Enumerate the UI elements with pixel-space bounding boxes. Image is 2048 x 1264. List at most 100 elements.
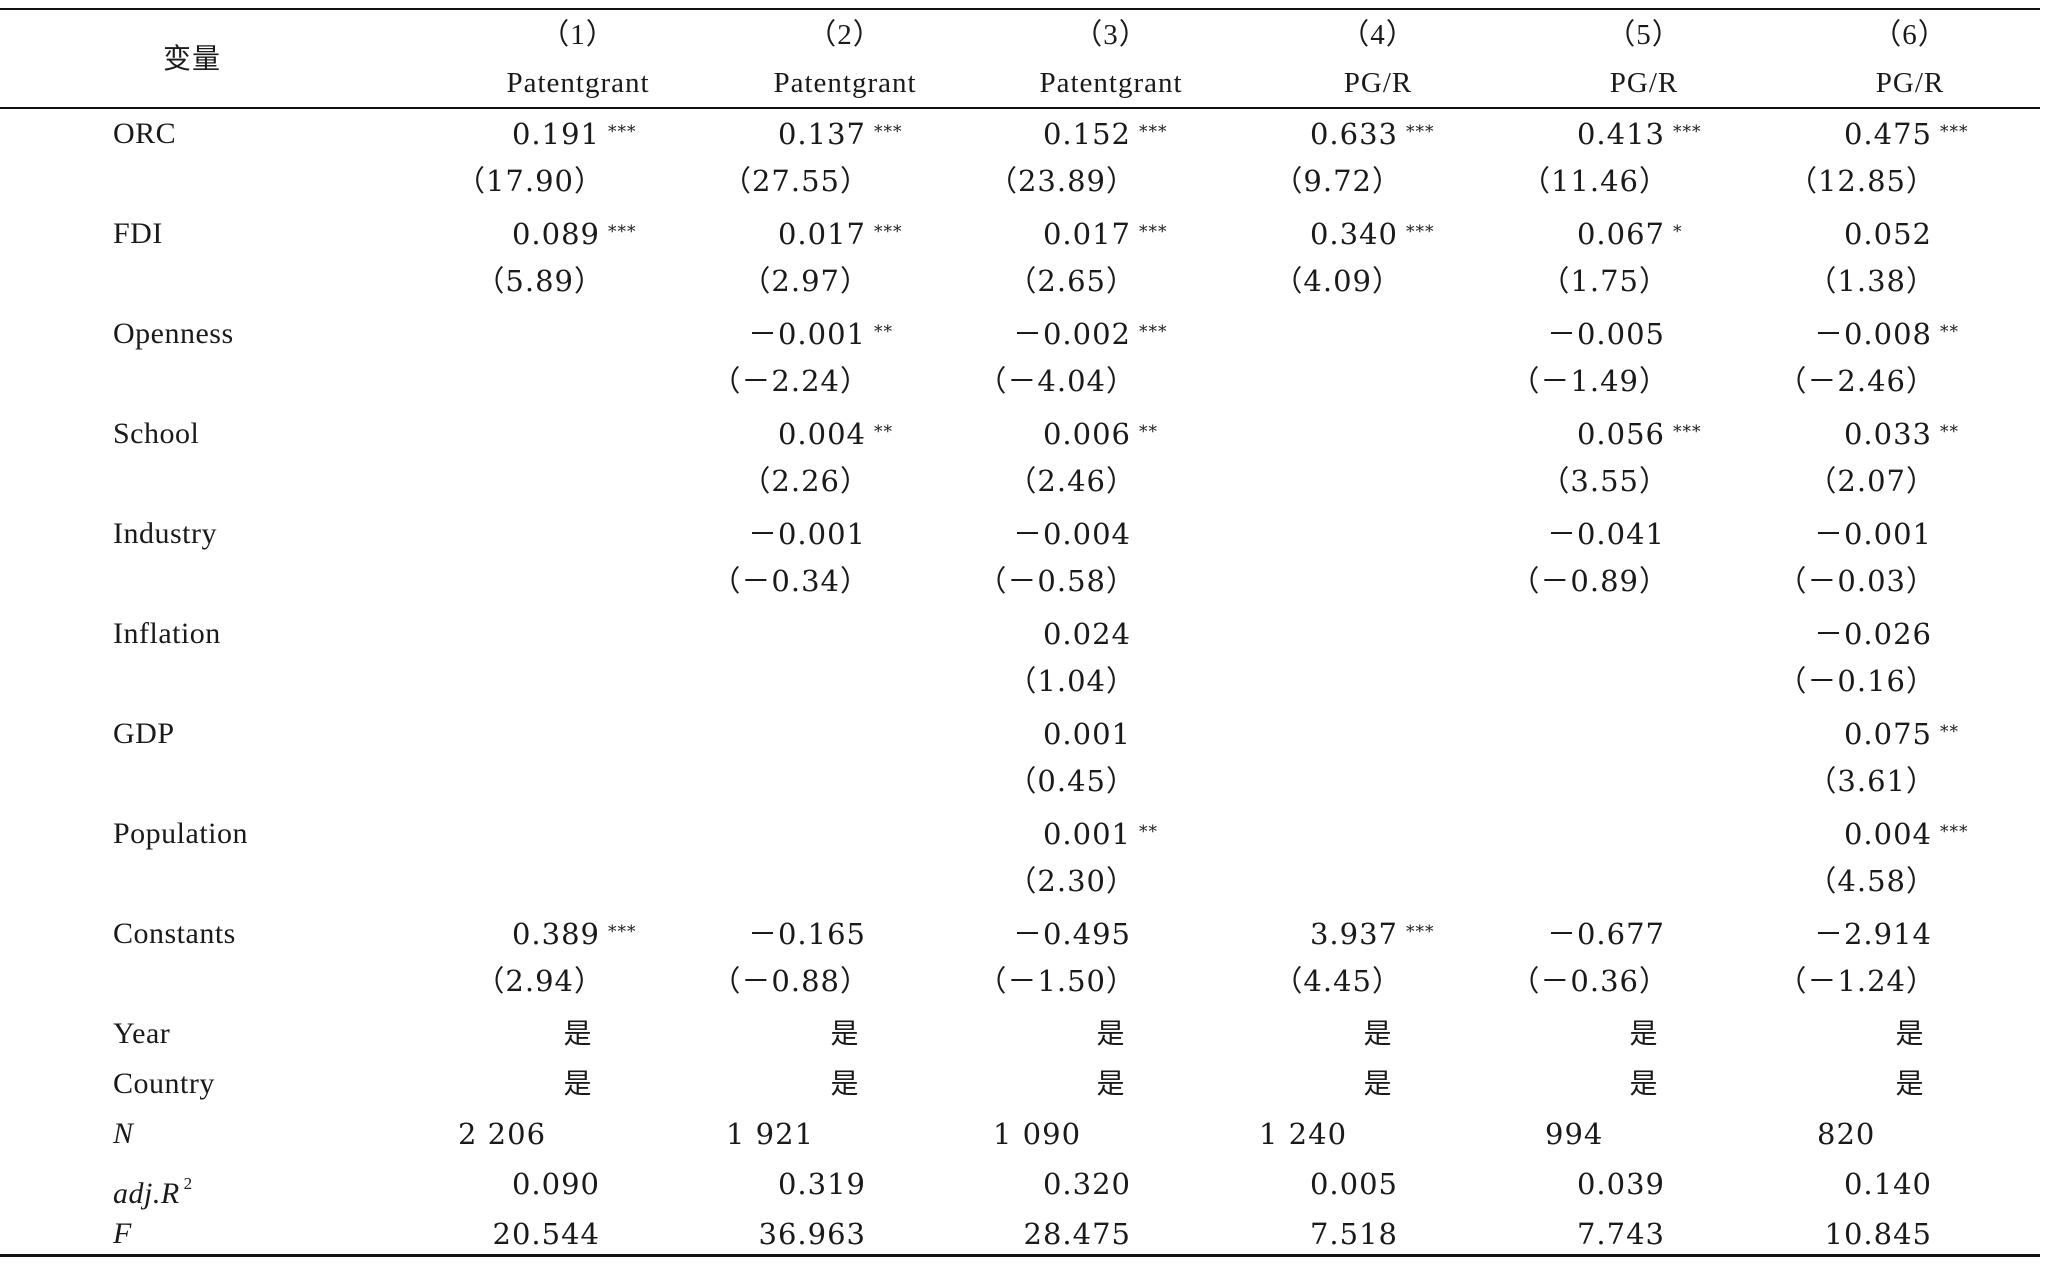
significance-stars: *** bbox=[1139, 222, 1168, 242]
significance-stars: *** bbox=[1940, 122, 1969, 142]
coefficient: 0.191 *** bbox=[400, 117, 636, 151]
coefficient: 0.340 *** bbox=[1198, 217, 1434, 251]
significance-stars: *** bbox=[1406, 122, 1435, 142]
column-number: （1） bbox=[540, 19, 616, 51]
statistic-name: N bbox=[113, 1117, 134, 1151]
variable-name: Openness bbox=[113, 317, 234, 350]
fixed-effect-flag: 是 bbox=[563, 1067, 593, 1100]
dependent-variable: Patentgrant bbox=[1039, 67, 1183, 99]
dependent-variable: Patentgrant bbox=[773, 67, 917, 99]
coefficient: 0.067 * bbox=[1465, 217, 1682, 251]
t-statistic: （－0.16） bbox=[1777, 664, 1936, 698]
significance-stars: *** bbox=[1940, 822, 1969, 842]
variable-name: Constants bbox=[113, 917, 236, 950]
statistic-value: 7.518 bbox=[1309, 1217, 1398, 1251]
statistic-value: 994 bbox=[1545, 1117, 1604, 1151]
significance-stars: ** bbox=[1940, 422, 1959, 442]
significance-stars: ** bbox=[874, 322, 893, 342]
coefficient-value: －0.001 bbox=[747, 517, 866, 551]
statistic-name: F bbox=[113, 1217, 132, 1251]
t-statistic: （4.58） bbox=[1807, 864, 1936, 898]
fixed-effect-flag: 是 bbox=[1629, 1017, 1659, 1050]
statistic-value: 820 bbox=[1817, 1117, 1876, 1151]
t-statistic: （2.26） bbox=[741, 464, 870, 498]
coefficient-value: 0.001 bbox=[1042, 817, 1131, 851]
coefficient: －0.001 bbox=[1732, 517, 1932, 551]
column-number: （4） bbox=[1340, 19, 1416, 51]
t-statistic: （3.55） bbox=[1540, 464, 1669, 498]
dependent-variable: Patentgrant bbox=[506, 67, 650, 99]
coefficient-value: 0.052 bbox=[1843, 217, 1932, 251]
variable-name: School bbox=[113, 417, 200, 450]
significance-stars: *** bbox=[1139, 322, 1168, 342]
t-statistic: （4.09） bbox=[1273, 264, 1402, 298]
variable-name: ORC bbox=[113, 117, 177, 150]
variable-name: Population bbox=[113, 817, 249, 850]
t-statistic: （－0.34） bbox=[711, 564, 870, 598]
t-statistic: （0.45） bbox=[1007, 764, 1136, 798]
t-statistic: （－1.24） bbox=[1777, 964, 1936, 998]
fixed-effect-name: Country bbox=[113, 1067, 215, 1100]
t-statistic: （－2.46） bbox=[1777, 364, 1936, 398]
coefficient-value: 0.006 bbox=[1042, 417, 1131, 451]
coefficient-value: 0.024 bbox=[1042, 617, 1131, 651]
significance-stars: ** bbox=[1940, 322, 1959, 342]
coefficient: －0.165 bbox=[666, 917, 866, 951]
statistic-value: 36.963 bbox=[758, 1217, 866, 1251]
variable-name: Inflation bbox=[113, 617, 221, 650]
coefficient: 3.937 *** bbox=[1198, 917, 1434, 951]
t-statistic: （－1.49） bbox=[1510, 364, 1669, 398]
coefficient: －0.002 *** bbox=[931, 317, 1167, 351]
fixed-effect-flag: 是 bbox=[830, 1067, 860, 1100]
significance-stars: *** bbox=[1673, 122, 1702, 142]
t-statistic: （1.38） bbox=[1807, 264, 1936, 298]
statistic-value: 28.475 bbox=[1023, 1217, 1131, 1251]
coefficient-value: 0.191 bbox=[511, 117, 600, 151]
coefficient-value: 3.937 bbox=[1309, 917, 1398, 951]
coefficient: 0.089 *** bbox=[400, 217, 636, 251]
significance-stars: *** bbox=[1406, 922, 1435, 942]
statistic-value: 0.039 bbox=[1576, 1167, 1665, 1201]
coefficient: －2.914 bbox=[1732, 917, 1932, 951]
variable-header: 变量 bbox=[163, 42, 222, 75]
t-statistic: （1.04） bbox=[1007, 664, 1136, 698]
coefficient-value: 0.413 bbox=[1576, 117, 1665, 151]
significance-stars: ** bbox=[1940, 722, 1959, 742]
coefficient-value: 0.475 bbox=[1843, 117, 1932, 151]
coefficient-value: －0.004 bbox=[1012, 517, 1131, 551]
coefficient-value: －0.165 bbox=[747, 917, 866, 951]
statistic-value: 1 921 bbox=[726, 1117, 815, 1151]
statistic-value: 7.743 bbox=[1576, 1217, 1665, 1251]
statistic-value: 1 090 bbox=[993, 1117, 1082, 1151]
statistic-value: 0.320 bbox=[1042, 1167, 1131, 1201]
coefficient-value: －0.002 bbox=[1012, 317, 1131, 351]
coefficient: 0.413 *** bbox=[1465, 117, 1701, 151]
column-number: （2） bbox=[807, 19, 883, 51]
coefficient: 0.004 *** bbox=[1732, 817, 1968, 851]
coefficient: －0.001 bbox=[666, 517, 866, 551]
t-statistic: （2.30） bbox=[1007, 864, 1136, 898]
t-statistic: （11.46） bbox=[1520, 164, 1669, 198]
significance-stars: *** bbox=[1139, 122, 1168, 142]
t-statistic: （－0.58） bbox=[977, 564, 1136, 598]
t-statistic: （17.90） bbox=[455, 164, 604, 198]
statistic-value: 10.845 bbox=[1824, 1217, 1932, 1251]
significance-stars: *** bbox=[1673, 422, 1702, 442]
coefficient-value: －0.495 bbox=[1012, 917, 1131, 951]
dependent-variable: PG/R bbox=[1343, 67, 1413, 99]
coefficient-value: 0.056 bbox=[1576, 417, 1665, 451]
t-statistic: （－0.03） bbox=[1777, 564, 1936, 598]
t-statistic: （4.45） bbox=[1273, 964, 1402, 998]
t-statistic: （－0.36） bbox=[1510, 964, 1669, 998]
statistic-value: 2 206 bbox=[458, 1117, 547, 1151]
coefficient: 0.633 *** bbox=[1198, 117, 1434, 151]
fixed-effect-flag: 是 bbox=[563, 1017, 593, 1050]
fixed-effect-flag: 是 bbox=[1096, 1067, 1126, 1100]
variable-name: GDP bbox=[113, 717, 175, 750]
statistic-label: adj.R bbox=[113, 1177, 180, 1210]
top-rule bbox=[0, 8, 2040, 10]
statistic-value: 1 240 bbox=[1259, 1117, 1348, 1151]
coefficient: 0.137 *** bbox=[666, 117, 902, 151]
t-statistic: （－0.89） bbox=[1510, 564, 1669, 598]
t-statistic: （2.65） bbox=[1007, 264, 1136, 298]
